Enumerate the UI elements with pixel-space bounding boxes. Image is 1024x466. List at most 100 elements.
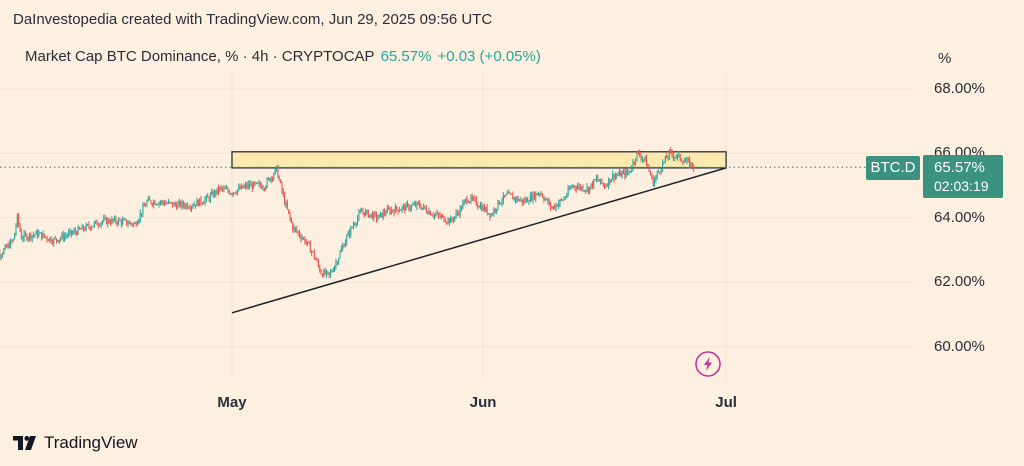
candle: [196, 200, 198, 206]
candle: [670, 150, 672, 152]
candle: [38, 233, 40, 237]
candle: [415, 203, 417, 207]
candle: [593, 179, 595, 187]
candle: [570, 187, 572, 190]
candle: [458, 213, 460, 215]
candle: [143, 205, 145, 207]
candle: [446, 222, 448, 224]
candle: [587, 187, 589, 193]
candle: [223, 188, 225, 190]
candle: [222, 187, 224, 190]
candle: [115, 217, 117, 223]
candle: [188, 207, 190, 209]
candle: [299, 232, 300, 237]
candle: [27, 237, 29, 240]
candle: [419, 203, 421, 207]
candle: [396, 206, 398, 210]
candle: [130, 222, 132, 224]
candle: [33, 235, 35, 237]
candle: [74, 230, 76, 233]
candle: [151, 203, 153, 205]
candle: [227, 188, 229, 192]
candle: [159, 202, 161, 204]
candle: [427, 212, 429, 214]
candle: [490, 214, 492, 217]
candle: [612, 173, 614, 180]
flash-icon[interactable]: [695, 351, 721, 377]
candle: [668, 150, 670, 158]
tradingview-logo[interactable]: TradingView: [13, 433, 138, 453]
candle: [525, 198, 527, 202]
candle: [621, 172, 623, 177]
candle: [459, 207, 461, 215]
candle: [104, 217, 106, 219]
candle: [41, 232, 43, 239]
candle: [42, 233, 44, 239]
candle: [168, 201, 170, 204]
candle: [22, 238, 24, 240]
candle: [343, 245, 345, 247]
candle: [58, 239, 60, 242]
candle: [208, 197, 210, 201]
candle: [216, 187, 218, 194]
candle: [502, 195, 504, 202]
candle: [398, 210, 400, 212]
candle: [559, 199, 561, 204]
candle: [158, 202, 160, 205]
candle: [212, 191, 214, 197]
candle: [61, 234, 63, 239]
chart-legend[interactable]: Market Cap BTC Dominance, % · 4h · CRYPT…: [25, 48, 541, 65]
candle: [494, 209, 496, 211]
candle: [678, 154, 680, 156]
candle: [91, 227, 93, 229]
candle: [505, 194, 507, 197]
candle: [294, 227, 296, 229]
candle: [76, 232, 78, 235]
candle: [77, 227, 79, 235]
candle: [384, 211, 386, 214]
candle: [207, 195, 209, 198]
candle: [285, 202, 287, 205]
candle: [552, 206, 554, 209]
candle: [199, 198, 201, 206]
candle: [191, 206, 192, 209]
candle: [369, 214, 371, 218]
candle: [6, 245, 8, 248]
candle: [348, 232, 350, 236]
candle: [277, 166, 279, 178]
candle: [520, 199, 522, 201]
candle: [567, 188, 569, 195]
candle: [679, 154, 681, 160]
candle: [479, 205, 481, 208]
candle: [92, 225, 94, 228]
candle: [340, 248, 342, 253]
candle: [501, 201, 503, 204]
candle: [114, 217, 116, 221]
candle: [397, 209, 399, 212]
candle: [128, 222, 130, 224]
candle: [274, 168, 276, 175]
candle: [655, 176, 657, 180]
candle: [450, 217, 452, 224]
candle: [393, 210, 395, 214]
candle: [492, 214, 494, 216]
candle: [278, 177, 280, 180]
candle: [687, 159, 689, 161]
candle: [465, 198, 467, 201]
candle: [589, 186, 591, 193]
candle: [618, 171, 620, 175]
candle: [282, 190, 284, 195]
candle: [226, 188, 228, 190]
candle: [442, 215, 444, 217]
candle: [625, 170, 627, 177]
candle: [43, 233, 45, 237]
candle: [516, 197, 518, 201]
candle: [321, 274, 323, 277]
candle: [203, 202, 205, 204]
candle: [51, 242, 53, 244]
candle: [177, 203, 179, 209]
candle: [353, 224, 354, 228]
candle: [327, 271, 329, 273]
candle: [478, 206, 480, 208]
